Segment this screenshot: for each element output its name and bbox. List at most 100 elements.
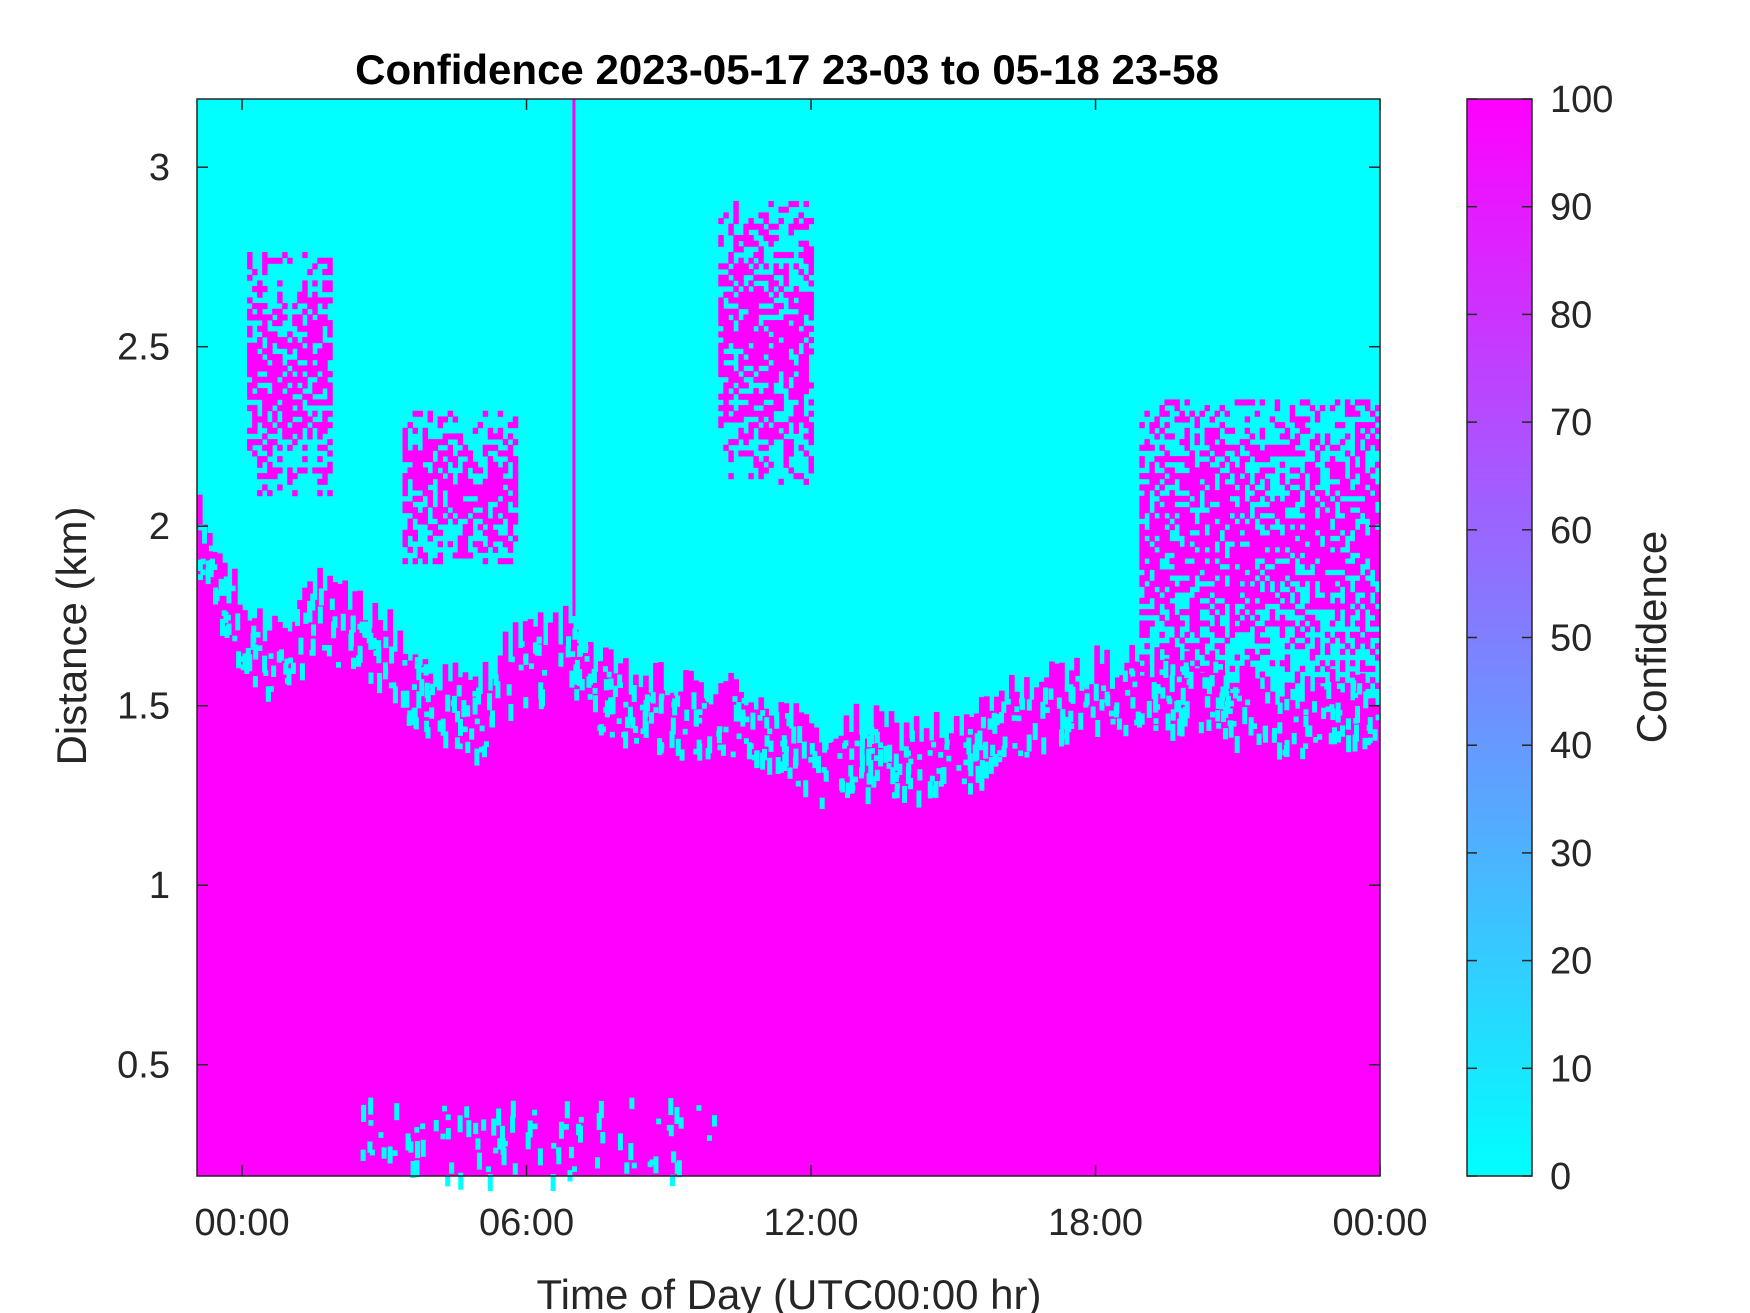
heatmap-cell xyxy=(267,444,273,451)
heatmap-cell xyxy=(290,662,296,675)
heatmap-cell xyxy=(1369,648,1376,655)
heatmap-cell xyxy=(1234,592,1241,599)
heatmap-cell xyxy=(1329,558,1336,565)
heatmap-cell xyxy=(447,450,454,457)
heatmap-cell xyxy=(718,393,724,400)
heatmap-cell xyxy=(1174,416,1180,423)
heatmap-cell xyxy=(1319,512,1326,519)
heatmap-cell xyxy=(277,354,283,361)
heatmap-cell xyxy=(271,665,277,677)
heatmap-cell xyxy=(1199,575,1205,582)
heatmap-column xyxy=(1324,689,1331,1176)
heatmap-cell xyxy=(1229,682,1236,689)
heatmap-cell xyxy=(302,291,308,298)
heatmap-cell xyxy=(788,291,794,298)
heatmap-cell xyxy=(743,450,749,457)
heatmap-cell xyxy=(462,444,469,451)
heatmap-cell xyxy=(373,650,379,657)
heatmap-cell xyxy=(1319,552,1326,559)
heatmap-cell xyxy=(252,450,258,457)
heatmap-cell xyxy=(312,308,318,315)
heatmap-cell xyxy=(1294,609,1301,616)
heatmap-cell xyxy=(778,320,784,327)
heatmap-cell xyxy=(967,753,973,771)
heatmap-cell xyxy=(740,709,746,727)
heatmap-cell xyxy=(1164,597,1170,604)
heatmap-cell xyxy=(672,698,678,716)
heatmap-cell xyxy=(1324,439,1331,446)
heatmap-cell xyxy=(1078,712,1084,730)
heatmap-cell xyxy=(1199,603,1205,610)
heatmap-cell xyxy=(297,405,303,412)
heatmap-cell xyxy=(226,586,232,604)
heatmap-cell xyxy=(808,382,814,389)
heatmap-cell xyxy=(894,783,900,789)
heatmap-cell xyxy=(507,558,514,565)
heatmap-cell xyxy=(602,666,608,672)
heatmap-cell xyxy=(322,280,328,287)
heatmap-cell xyxy=(1194,569,1200,576)
heatmap-cell xyxy=(1174,648,1180,655)
heatmap-cell xyxy=(1249,541,1256,548)
heatmap-cell xyxy=(669,730,675,748)
heatmap-cell xyxy=(492,433,499,440)
heatmap-cell xyxy=(1299,518,1306,525)
heatmap-cell xyxy=(1139,422,1145,429)
heatmap-cell xyxy=(768,376,774,383)
heatmap-cell xyxy=(322,410,328,417)
heatmap-cell xyxy=(467,552,474,559)
heatmap-cell xyxy=(277,484,283,491)
heatmap-cell xyxy=(1336,731,1342,743)
heatmap-cell xyxy=(1179,529,1185,536)
heatmap-cell xyxy=(733,274,739,281)
heatmap-cell xyxy=(763,405,769,412)
heatmap-cell xyxy=(322,427,328,434)
heatmap-cell xyxy=(477,501,484,508)
heatmap-cell xyxy=(868,759,874,777)
heatmap-cell xyxy=(1244,507,1251,514)
heatmap-cell xyxy=(1139,654,1145,661)
heatmap-cell xyxy=(1209,626,1215,633)
heatmap-cell xyxy=(736,733,742,740)
heatmap-cell xyxy=(462,552,469,559)
heatmap-cell xyxy=(1269,660,1276,667)
heatmap-cell xyxy=(262,444,268,451)
heatmap-cell xyxy=(1159,546,1165,553)
heatmap-cell xyxy=(774,711,780,729)
heatmap-cell xyxy=(798,365,804,372)
heatmap-cell xyxy=(1084,693,1090,705)
heatmap-cell xyxy=(262,399,268,406)
heatmap-cell xyxy=(1364,586,1371,593)
heatmap-cell xyxy=(753,456,759,463)
heatmap-cell xyxy=(931,741,937,748)
heatmap-cell xyxy=(420,1139,426,1157)
heatmap-cell xyxy=(1299,422,1306,429)
heatmap-cell xyxy=(317,606,323,624)
heatmap-cell xyxy=(808,757,814,763)
heatmap-cell xyxy=(1159,569,1165,576)
heatmap-column xyxy=(237,604,243,1176)
heatmap-cell xyxy=(1139,461,1145,468)
heatmap-cell xyxy=(200,569,206,576)
heatmap-cell xyxy=(743,240,749,247)
heatmap-cell xyxy=(1114,702,1120,714)
heatmap-cell xyxy=(1194,495,1200,502)
heatmap-cell xyxy=(768,320,774,327)
heatmap-cell xyxy=(1326,681,1332,699)
heatmap-cell xyxy=(1314,524,1321,531)
heatmap-cell xyxy=(1219,626,1225,633)
heatmap-cell xyxy=(1274,535,1281,542)
heatmap-cell xyxy=(1204,461,1210,468)
heatmap-cell xyxy=(625,716,631,729)
heatmap-cell xyxy=(1182,709,1188,727)
heatmap-cell xyxy=(1234,614,1241,621)
heatmap-cell xyxy=(738,235,744,242)
heatmap-cell xyxy=(1299,609,1306,616)
heatmap-cell xyxy=(518,664,524,671)
heatmap-cell xyxy=(1289,518,1296,525)
heatmap-cell xyxy=(1294,439,1301,446)
heatmap-cell xyxy=(292,337,298,344)
heatmap-cell xyxy=(1219,444,1225,451)
heatmap-cell xyxy=(628,1143,634,1161)
heatmap-cell xyxy=(1149,422,1155,429)
